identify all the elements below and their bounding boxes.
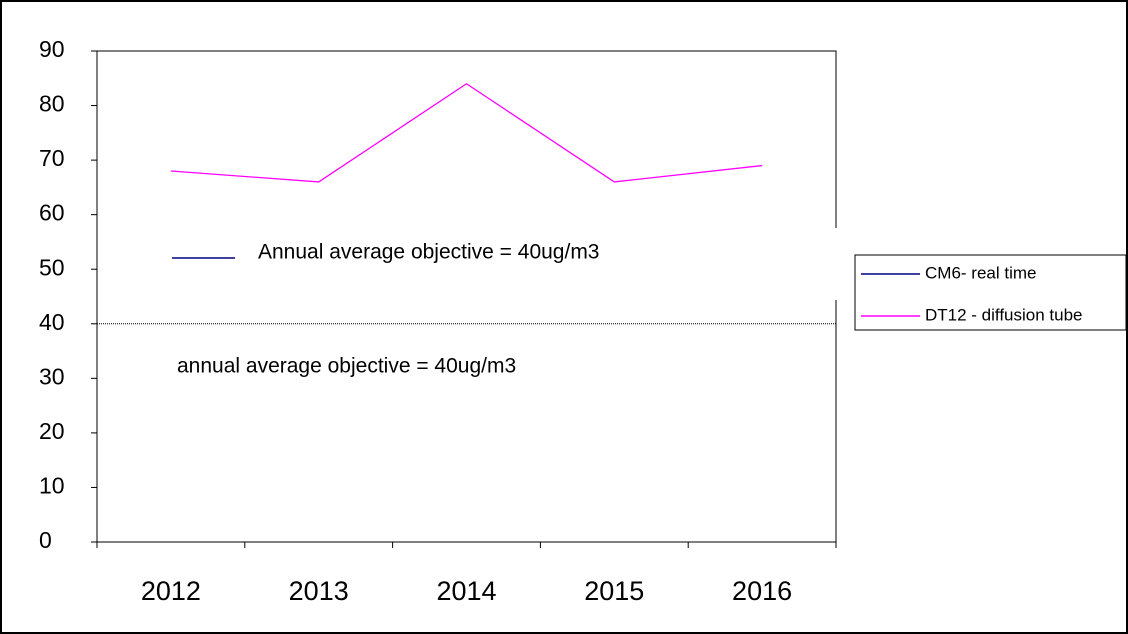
y-tick-label: 0	[39, 527, 52, 553]
legend-box	[854, 254, 1127, 331]
annotation: annual average objective = 40ug/m3	[177, 355, 516, 378]
x-tick-label: 2015	[584, 576, 644, 606]
y-tick-label: 90	[39, 36, 65, 62]
y-tick-label: 40	[39, 309, 65, 335]
plot-frame	[97, 50, 837, 228]
y-tick-label: 70	[39, 145, 65, 171]
annotation: Annual average objective = 40ug/m3	[258, 241, 600, 264]
x-tick-label: 2013	[289, 576, 349, 606]
y-tick-label: 50	[39, 254, 65, 280]
x-tick-label: 2012	[141, 576, 201, 606]
y-tick-label: 20	[39, 418, 65, 444]
series-line	[170, 82, 763, 183]
legend-label: CM6- real time	[925, 263, 1036, 282]
x-tick-label: 2014	[436, 576, 496, 606]
y-tick-label: 80	[39, 91, 65, 117]
y-tick-label: 60	[39, 200, 65, 226]
x-tick-label: 2016	[732, 576, 792, 606]
y-tick-label: 30	[39, 363, 65, 389]
legend-label: DT12 - diffusion tube	[925, 305, 1083, 324]
y-tick-label: 10	[39, 473, 65, 499]
